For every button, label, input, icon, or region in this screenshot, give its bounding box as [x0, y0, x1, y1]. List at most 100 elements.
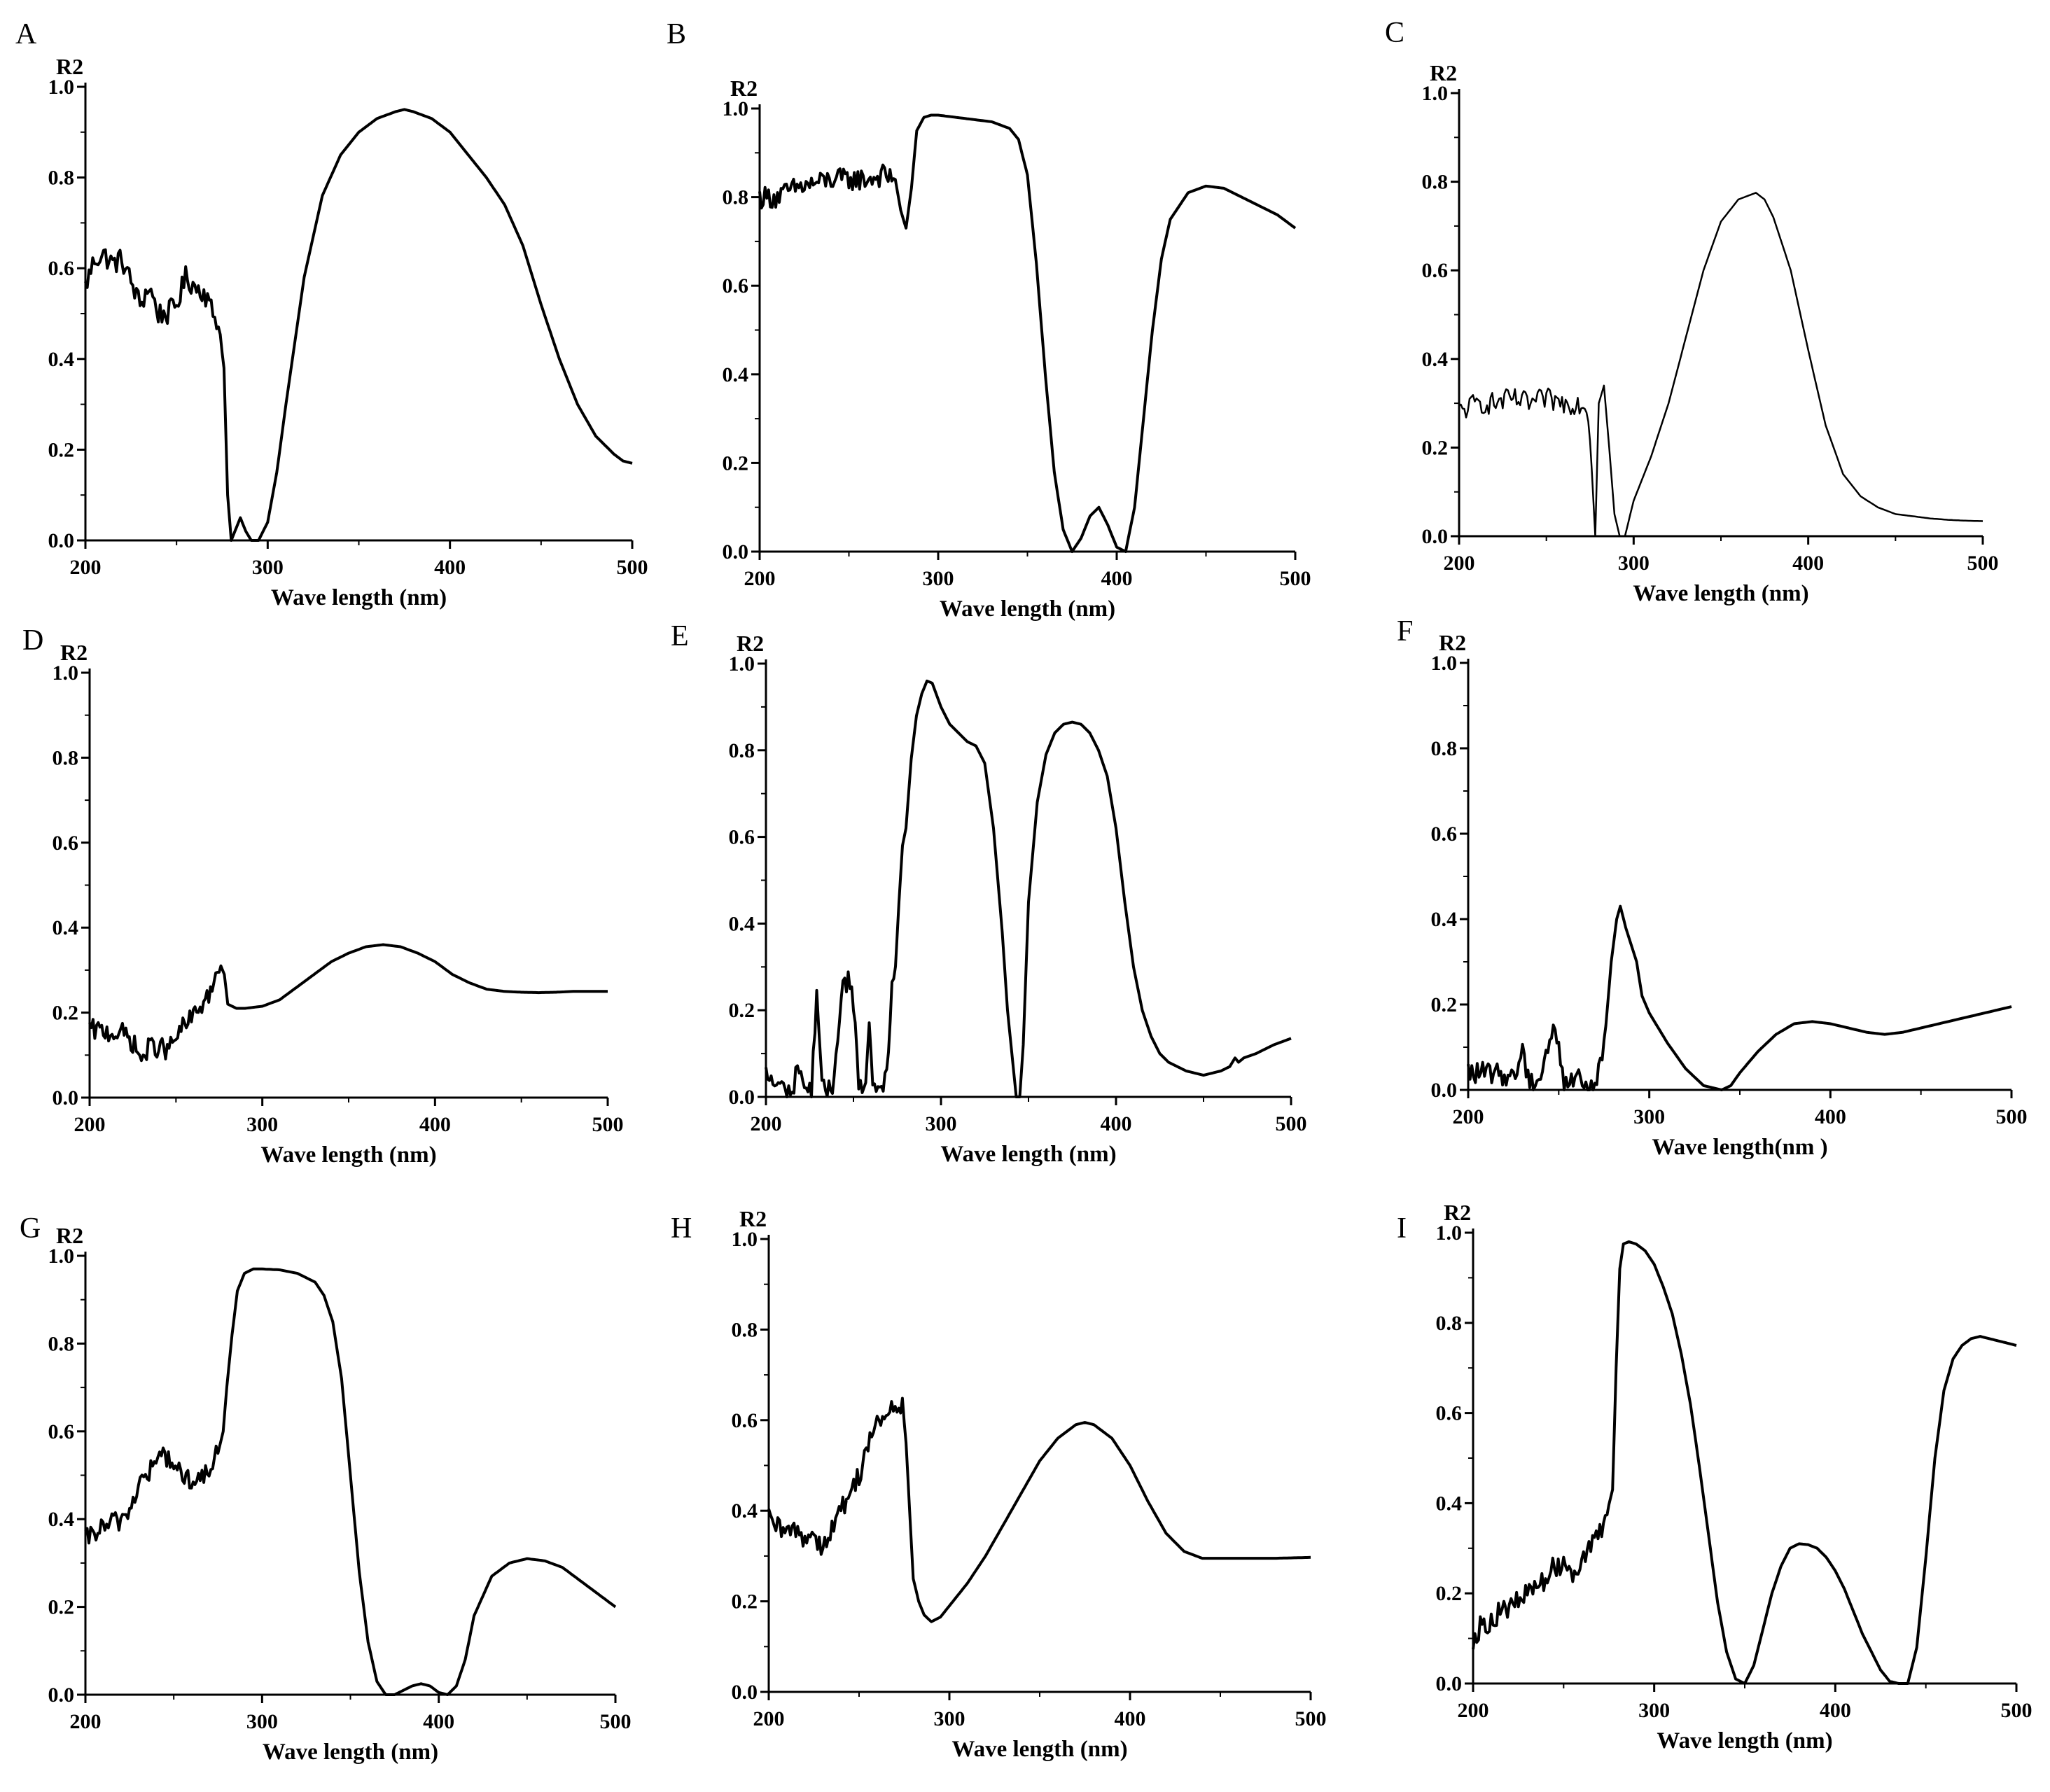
y-axis-label: R2	[60, 640, 88, 665]
x-tick-label: 500	[617, 556, 648, 579]
x-tick-label: 500	[1996, 1105, 2028, 1128]
x-tick-label: 300	[934, 1707, 965, 1730]
x-tick-label: 200	[1453, 1105, 1484, 1128]
x-tick-label: 200	[753, 1707, 785, 1730]
y-tick-label: 1.0	[732, 1228, 758, 1251]
panel-letter-h: H	[671, 1212, 692, 1245]
x-tick-label: 300	[246, 1710, 278, 1733]
y-tick-label: 0.2	[53, 1002, 79, 1025]
x-tick-label: 200	[70, 1710, 102, 1733]
y-tick-label: 0.6	[732, 1409, 758, 1432]
y-tick-label: 0.6	[1431, 822, 1458, 846]
y-tick-label: 0.0	[48, 529, 75, 552]
y-tick-label: 1.0	[1436, 1222, 1463, 1245]
x-tick-label: 400	[1820, 1699, 1851, 1722]
y-tick-label: 0.0	[732, 1681, 758, 1704]
panel-g: G 0.0 0.2 0.4 0.6 0.8 1.0 200 300 400 500 R2 Wave le…	[20, 1212, 632, 1765]
series-line-d	[88, 943, 608, 1063]
x-tick-label: 400	[1815, 1105, 1846, 1128]
panel-h: H 0.0 0.2 0.4 0.6 0.8 1.0 200 300 400 500 R2 Wave le…	[671, 1206, 1327, 1762]
y-tick-label: 1.0	[48, 76, 75, 99]
x-tick-label: 300	[252, 556, 284, 579]
y-tick-label: 0.2	[1422, 436, 1449, 459]
y-axis-label: R2	[737, 631, 764, 656]
y-tick-label: 0.6	[48, 257, 75, 280]
x-tick-label: 200	[1444, 552, 1475, 575]
y-tick-label: 0.2	[48, 1596, 75, 1619]
x-tick-label: 500	[1967, 552, 1999, 575]
y-tick-label: 0.4	[1431, 908, 1458, 931]
series-line-b	[758, 113, 1297, 553]
x-tick-label: 500	[600, 1710, 632, 1733]
y-tick-label: 0.8	[1422, 171, 1449, 194]
x-tick-label: 400	[1115, 1707, 1146, 1730]
y-tick-label: 0.0	[53, 1086, 79, 1110]
y-axis-label: R2	[1444, 1200, 1471, 1225]
y-tick-label: 1.0	[723, 97, 749, 120]
y-tick-label: 0.2	[1436, 1582, 1463, 1605]
y-tick-label: 0.6	[48, 1420, 75, 1443]
x-axis-label: Wave length (nm)	[940, 596, 1115, 622]
x-tick-label: 400	[1792, 552, 1824, 575]
x-tick-label: 400	[423, 1710, 454, 1733]
x-axis-label: Wave length (nm)	[1633, 581, 1808, 606]
x-tick-label: 200	[1458, 1699, 1489, 1722]
panel-d: D 0.0 0.2 0.4 0.6 0.8 1.0 200 300 400 500 R2 Wave le…	[22, 624, 624, 1168]
x-tick-label: 300	[246, 1113, 278, 1136]
x-tick-label: 300	[1633, 1105, 1665, 1128]
y-tick-label: 0.2	[729, 999, 755, 1022]
y-tick-label: 0.8	[1431, 737, 1458, 760]
y-tick-label: 0.4	[53, 916, 79, 939]
x-tick-label: 200	[751, 1112, 782, 1135]
y-tick-label: 0.0	[1431, 1079, 1458, 1102]
y-axis-label: R2	[56, 54, 83, 79]
y-tick-label: 0.0	[1436, 1672, 1463, 1695]
y-tick-label: 0.6	[729, 826, 755, 849]
x-tick-label: 200	[744, 567, 776, 590]
y-tick-label: 0.6	[53, 832, 79, 855]
y-tick-label: 0.4	[48, 348, 75, 371]
y-axis-label: R2	[56, 1223, 83, 1248]
y-tick-label: 0.6	[1436, 1402, 1463, 1425]
series-line-e	[765, 679, 1292, 1098]
y-tick-label: 0.0	[729, 1086, 755, 1109]
panel-b: B 0.0 0.2 0.4 0.6 0.8 1.0 200 300 400 500 R2 Wave le…	[667, 18, 1311, 622]
panel-letter-c: C	[1385, 17, 1404, 49]
panel-letter-e: E	[671, 620, 689, 652]
y-tick-label: 0.4	[48, 1508, 75, 1531]
x-tick-label: 300	[923, 567, 954, 590]
x-tick-label: 300	[1618, 552, 1650, 575]
panel-c: C 0.0 0.2 0.4 0.6 0.8 1.0 200 300 400 500 R2 Wave le…	[1385, 17, 1999, 606]
y-tick-label: 0.4	[729, 912, 755, 935]
panel-e: E 0.0 0.2 0.4 0.6 0.8 1.0 200 300 400 500 R2 Wave le…	[671, 620, 1307, 1167]
x-axis-label: Wave length (nm)	[263, 1740, 438, 1765]
y-tick-label: 0.4	[1422, 348, 1449, 371]
y-tick-label: 0.0	[1422, 525, 1449, 548]
y-tick-label: 0.0	[723, 540, 749, 564]
y-tick-label: 1.0	[48, 1245, 75, 1268]
y-tick-label: 0.0	[48, 1684, 75, 1707]
y-tick-label: 0.4	[1436, 1492, 1463, 1515]
x-tick-label: 500	[2001, 1699, 2032, 1722]
x-axis-label: Wave length (nm)	[260, 1142, 436, 1168]
panel-letter-g: G	[20, 1212, 41, 1245]
series-line-g	[84, 1267, 617, 1696]
x-axis-label: Wave length (nm)	[1657, 1728, 1832, 1754]
y-tick-label: 0.4	[723, 363, 749, 386]
y-axis-label: R2	[1430, 60, 1457, 85]
x-tick-label: 400	[434, 556, 466, 579]
y-tick-label: 0.6	[1422, 259, 1449, 282]
y-tick-label: 1.0	[1431, 652, 1458, 675]
x-tick-label: 500	[1295, 1707, 1327, 1730]
panel-letter-d: D	[22, 624, 43, 657]
x-tick-label: 400	[1101, 1112, 1132, 1135]
x-axis-label: Wave length (nm)	[271, 585, 447, 610]
y-tick-label: 0.8	[1436, 1312, 1463, 1335]
panel-letter-i: I	[1397, 1212, 1407, 1245]
y-axis-label: R2	[739, 1206, 767, 1231]
x-tick-label: 300	[1638, 1699, 1670, 1722]
panel-letter-a: A	[15, 18, 37, 50]
y-tick-label: 0.8	[729, 739, 755, 762]
panel-a: A 0.0 0.2 0.4 0.6 0.8 1.0 200 300 400 500 R2 Wave le…	[15, 18, 648, 610]
y-axis-label: R2	[1439, 630, 1466, 655]
